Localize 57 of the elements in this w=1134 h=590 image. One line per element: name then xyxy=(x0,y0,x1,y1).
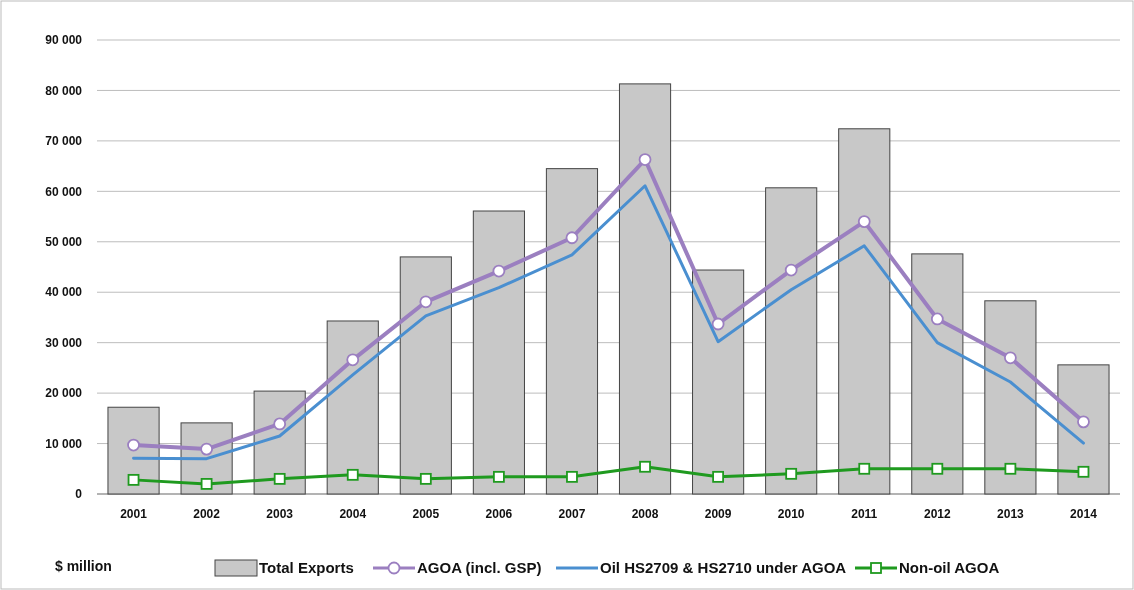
x-tick-label: 2006 xyxy=(485,507,513,521)
y-tick-label: 40 000 xyxy=(45,285,83,300)
point xyxy=(200,478,213,490)
y-tick-label: 70 000 xyxy=(45,134,83,149)
x-tick-label: 2010 xyxy=(777,507,805,521)
x-tick-label: 2004 xyxy=(339,507,367,521)
point xyxy=(858,462,871,475)
x-tick-label: 2008 xyxy=(631,507,659,521)
point xyxy=(638,153,652,166)
y-tick-label: 10 000 xyxy=(45,436,83,451)
y-tick-label: 50 000 xyxy=(45,234,83,249)
y-tick-label: 20 000 xyxy=(45,386,83,401)
x-tick-label: 2013 xyxy=(997,507,1025,521)
point xyxy=(273,417,287,431)
point xyxy=(346,353,360,367)
point xyxy=(200,442,214,456)
point xyxy=(784,263,798,277)
x-tick-label: 2003 xyxy=(266,507,294,521)
point xyxy=(346,468,359,481)
point xyxy=(857,215,871,228)
y-tick-label: 0 xyxy=(75,487,83,502)
point xyxy=(931,462,944,475)
point xyxy=(127,438,140,452)
point xyxy=(1004,462,1017,475)
y-axis-title: $ million xyxy=(55,558,112,574)
point xyxy=(492,264,506,278)
point xyxy=(492,470,505,483)
point xyxy=(565,231,579,245)
point xyxy=(419,472,432,485)
point xyxy=(127,473,140,486)
point xyxy=(1077,415,1090,429)
legend-label: Total Exports xyxy=(259,559,354,576)
y-tick-label: 60 000 xyxy=(45,184,83,199)
y-tick-label: 90 000 xyxy=(45,33,83,48)
point xyxy=(419,295,433,309)
legend-label: Oil HS2709 & HS2710 under AGOA xyxy=(600,559,847,576)
legend-label: Non-oil AGOA xyxy=(899,559,1000,576)
point xyxy=(1003,351,1017,365)
point xyxy=(711,317,725,331)
x-tick-label: 2009 xyxy=(704,507,732,521)
x-tick-label: 2011 xyxy=(851,507,878,521)
point xyxy=(712,470,725,483)
x-tick-label: 2005 xyxy=(412,507,440,521)
point xyxy=(930,312,944,326)
point xyxy=(785,467,798,480)
point xyxy=(639,460,651,473)
x-tick-label: 2001 xyxy=(120,507,148,521)
x-tick-label: 2014 xyxy=(1070,507,1098,521)
x-tick-label: 2007 xyxy=(558,507,586,521)
x-tick-label: 2012 xyxy=(923,507,951,521)
y-tick-label: 30 000 xyxy=(45,335,83,350)
legend-label: AGOA (incl. GSP) xyxy=(417,559,542,576)
y-tick-label: 80 000 xyxy=(45,83,83,98)
x-tick-label: 2002 xyxy=(193,507,221,521)
point xyxy=(566,470,578,483)
point xyxy=(1077,465,1090,478)
point xyxy=(273,472,286,485)
